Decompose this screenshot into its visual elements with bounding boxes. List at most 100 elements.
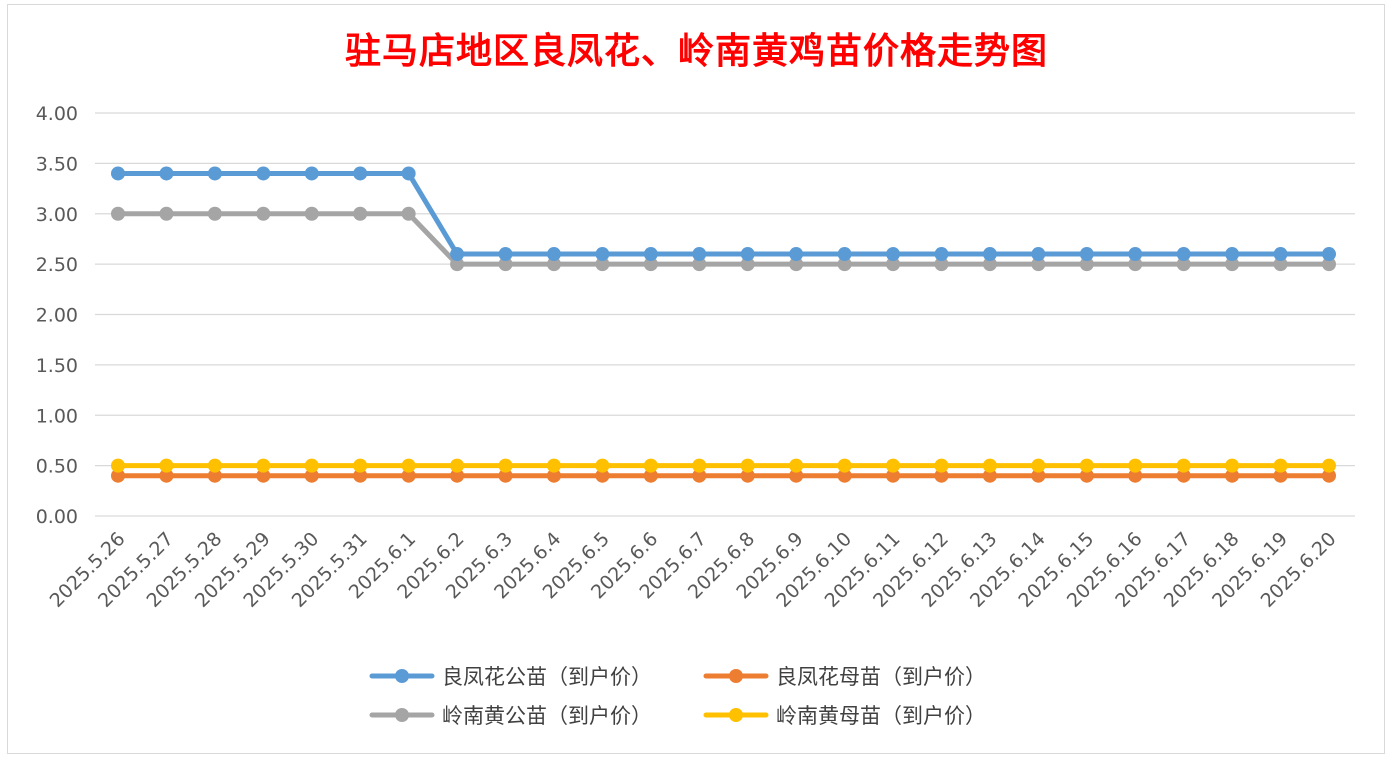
data-point [1322, 257, 1336, 272]
data-point [740, 468, 755, 483]
data-point [498, 257, 513, 272]
data-point [498, 247, 513, 262]
legend-item: 岭南黄公苗（到户价） [369, 704, 652, 728]
data-point [256, 206, 271, 221]
data-point [1031, 247, 1046, 262]
series-3 [111, 458, 1336, 473]
data-point [111, 468, 125, 483]
data-point [789, 468, 804, 483]
data-point [256, 468, 271, 483]
y-tick-label: 0.50 [36, 456, 78, 478]
data-point [1273, 257, 1288, 272]
data-point [886, 257, 901, 272]
data-point [595, 257, 610, 272]
data-point [692, 458, 707, 473]
data-point [546, 468, 561, 483]
data-point [692, 468, 707, 483]
data-point [111, 166, 125, 181]
data-point [159, 458, 174, 473]
data-point [353, 468, 368, 483]
data-point [304, 166, 319, 181]
y-tick-label: 1.50 [36, 355, 78, 377]
data-point [207, 206, 222, 221]
data-point [1176, 257, 1191, 272]
data-point [1079, 247, 1094, 262]
chart-frame [7, 4, 1385, 754]
data-point [304, 206, 319, 221]
legend-item: 岭南黄母苗（到户价） [703, 704, 986, 728]
data-point [789, 257, 804, 272]
data-point [837, 468, 852, 483]
data-point [1273, 247, 1288, 262]
data-point [1031, 458, 1046, 473]
data-point [1273, 468, 1288, 483]
data-point [1225, 458, 1240, 473]
y-tick-label: 2.00 [36, 305, 78, 327]
series-2 [111, 206, 1336, 272]
data-point [498, 468, 513, 483]
data-point [1079, 458, 1094, 473]
data-point [934, 257, 949, 272]
data-point [1322, 468, 1336, 483]
data-point [982, 468, 997, 483]
legend-swatch-marker [729, 669, 743, 683]
data-point [1225, 247, 1240, 262]
series-lines [111, 166, 1336, 483]
legend-label: 岭南黄公苗（到户价） [442, 704, 652, 728]
data-point [643, 247, 658, 262]
data-point [353, 206, 368, 221]
data-point [1079, 468, 1094, 483]
data-point [1322, 458, 1336, 473]
data-point [353, 458, 368, 473]
data-point [643, 458, 658, 473]
data-point [934, 458, 949, 473]
y-tick-label: 3.50 [36, 153, 78, 175]
data-point [740, 247, 755, 262]
data-point [207, 468, 222, 483]
legend-swatch-marker [729, 708, 743, 722]
series-line [115, 211, 1332, 267]
legend-item: 良凤花母苗（到户价） [703, 665, 986, 689]
data-point [643, 257, 658, 272]
data-point [1322, 247, 1336, 262]
data-point [450, 458, 465, 473]
legend-swatch-marker [395, 708, 409, 722]
data-point [1176, 458, 1191, 473]
data-point [401, 166, 416, 181]
data-point [740, 458, 755, 473]
legend-label: 岭南黄母苗（到户价） [776, 704, 986, 728]
data-point [982, 247, 997, 262]
data-point [692, 247, 707, 262]
legend: 良凤花公苗（到户价） 良凤花母苗（到户价） 岭南黄公苗（到户价） 岭南黄母苗（到户价） [369, 665, 986, 728]
data-point [886, 468, 901, 483]
data-point [546, 458, 561, 473]
data-point [837, 458, 852, 473]
legend-label: 良凤花母苗（到户价） [776, 665, 986, 689]
data-point [1128, 468, 1143, 483]
data-point [1128, 257, 1143, 272]
data-point [595, 458, 610, 473]
legend-item: 良凤花公苗（到户价） [369, 665, 652, 689]
data-point [886, 458, 901, 473]
data-point [1079, 257, 1094, 272]
data-point [159, 206, 174, 221]
y-tick-label: 3.00 [36, 204, 78, 226]
data-point [789, 247, 804, 262]
data-point [450, 247, 465, 262]
data-point [546, 247, 561, 262]
data-point [1176, 468, 1191, 483]
data-point [643, 468, 658, 483]
y-tick-label: 4.00 [36, 103, 78, 125]
data-point [159, 166, 174, 181]
data-point [207, 166, 222, 181]
data-point [1128, 458, 1143, 473]
data-point [401, 468, 416, 483]
series-1 [111, 468, 1336, 483]
data-point [886, 247, 901, 262]
data-point [837, 247, 852, 262]
y-tick-label: 2.50 [36, 254, 78, 276]
data-point [401, 206, 416, 221]
data-point [353, 166, 368, 181]
y-tick-label: 0.00 [36, 506, 78, 528]
